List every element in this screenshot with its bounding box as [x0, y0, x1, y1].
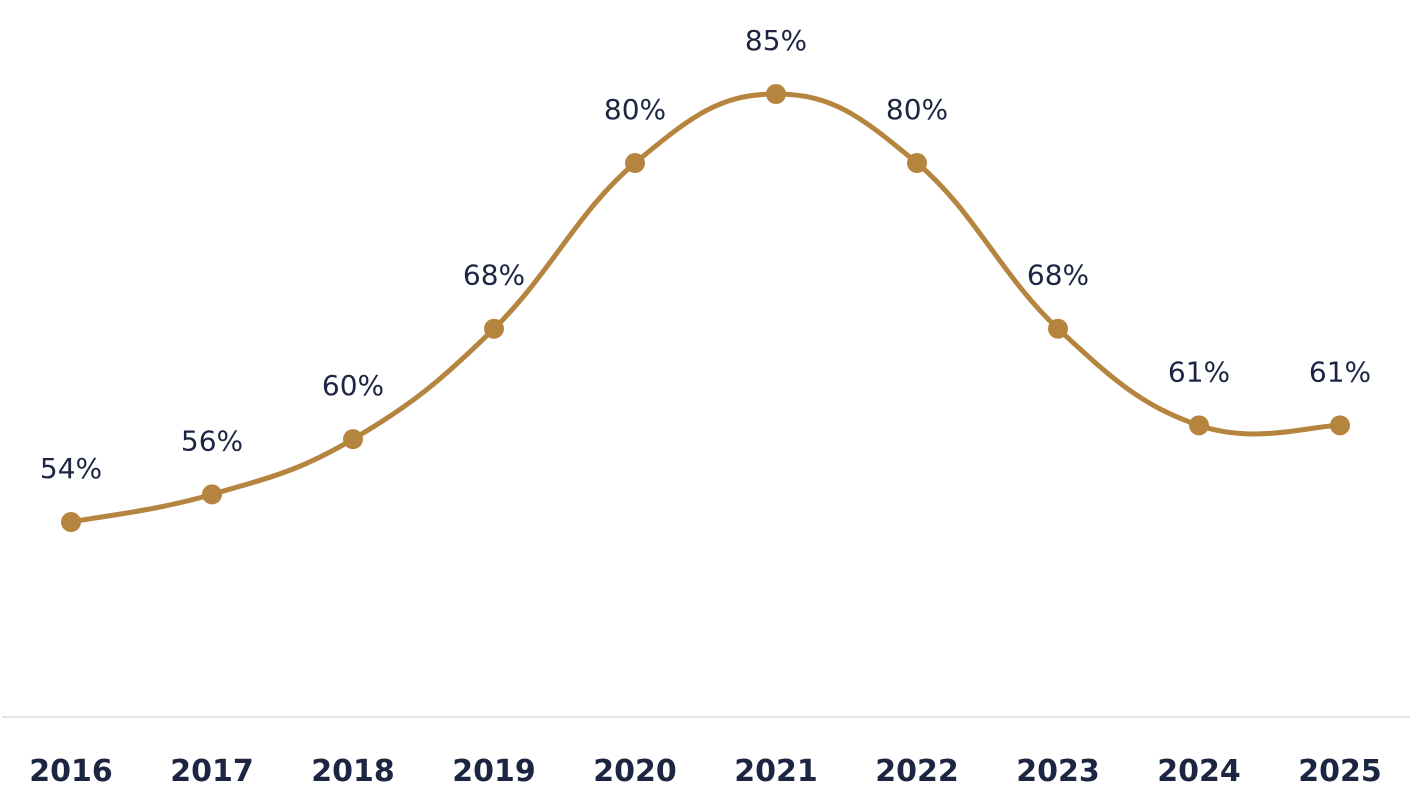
- data-label-2022: 80%: [886, 93, 948, 126]
- data-label-2016: 54%: [40, 452, 102, 485]
- x-tick-label-2017: 2017: [170, 754, 254, 789]
- data-label-2019: 68%: [463, 259, 525, 292]
- x-tick-label-2019: 2019: [452, 754, 536, 789]
- data-label-2017: 56%: [181, 424, 243, 457]
- x-tick-label-2024: 2024: [1157, 754, 1241, 789]
- data-point-2022: [907, 153, 927, 174]
- x-tick-labels: 2016 2017 2018 2019 2020 2021 2022 2023 2024 2025: [29, 754, 1382, 789]
- data-label-2024: 61%: [1168, 355, 1230, 388]
- data-point-2020: [625, 153, 645, 174]
- data-label-2018: 60%: [322, 369, 384, 402]
- x-tick-label-2021: 2021: [734, 754, 818, 789]
- x-tick-label-2018: 2018: [311, 754, 395, 789]
- data-point-2018: [343, 429, 363, 450]
- data-label-2020: 80%: [604, 93, 666, 126]
- data-points: [61, 84, 1350, 532]
- data-point-2016: [61, 512, 81, 532]
- data-point-2019: [484, 318, 504, 339]
- x-tick-label-2020: 2020: [593, 754, 677, 789]
- x-tick-label-2016: 2016: [29, 754, 113, 789]
- data-point-2021: [766, 84, 786, 104]
- data-label-2025: 61%: [1309, 355, 1371, 388]
- series-line: [68, 91, 1343, 525]
- data-labels: 54% 56% 60% 68% 80% 85% 80% 68% 61% 61%: [40, 24, 1371, 485]
- data-point-2025: [1330, 415, 1350, 436]
- x-tick-label-2022: 2022: [875, 754, 959, 789]
- data-point-2024: [1189, 415, 1209, 436]
- data-label-2021: 85%: [745, 24, 807, 57]
- data-point-2017: [202, 484, 222, 505]
- data-label-2023: 68%: [1027, 259, 1089, 292]
- x-tick-label-2025: 2025: [1298, 754, 1382, 789]
- data-point-2023: [1048, 318, 1068, 339]
- x-tick-label-2023: 2023: [1016, 754, 1100, 789]
